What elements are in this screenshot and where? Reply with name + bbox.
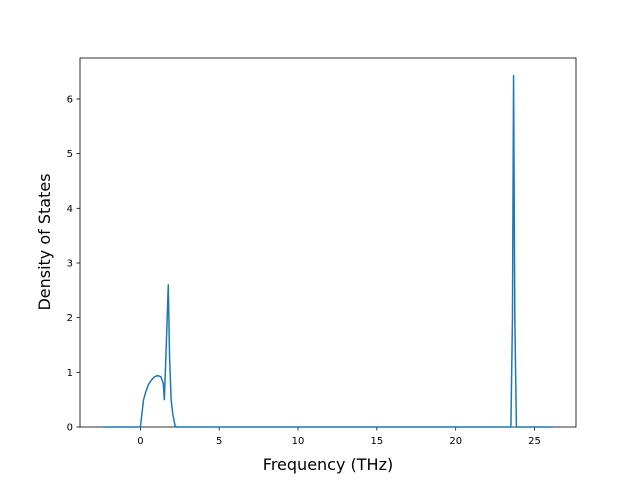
y-tick-label: 4 <box>67 204 73 215</box>
x-axis-label: Frequency (THz) <box>263 455 393 474</box>
y-tick-label: 0 <box>67 423 73 434</box>
x-tick-label: 10 <box>292 436 305 447</box>
y-tick-label: 2 <box>67 313 73 324</box>
y-tick-label: 1 <box>67 368 73 379</box>
x-tick-label: 25 <box>528 436 541 447</box>
x-tick-label: 5 <box>216 436 222 447</box>
y-tick-label: 5 <box>67 149 73 160</box>
x-tick-label: 20 <box>449 436 462 447</box>
axes-frame <box>79 57 577 428</box>
y-tick-label: 6 <box>67 95 73 106</box>
y-tick-label: 3 <box>67 259 73 270</box>
y-axis-label: Density of States <box>35 173 54 310</box>
x-tick-label: 15 <box>371 436 384 447</box>
dos-line <box>102 74 554 428</box>
x-tick-label: 0 <box>137 436 143 447</box>
